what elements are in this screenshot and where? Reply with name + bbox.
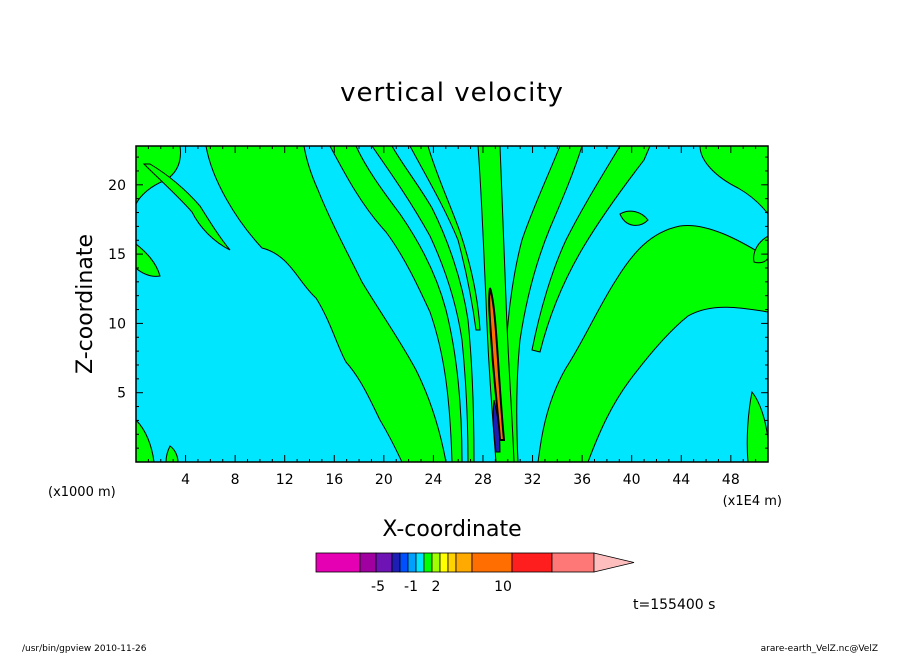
x-tick-label: 12: [276, 472, 294, 488]
colorbar-tick-labels: -5 -1 2 10: [371, 579, 512, 595]
contour-region: [619, 210, 649, 226]
colorbar-segment: [471, 552, 513, 573]
x-unit-right: (x1E4 m): [723, 494, 782, 509]
colorbar-segment: [551, 552, 595, 573]
y-tick-label: 15: [108, 247, 126, 263]
colorbar: [315, 552, 635, 573]
colorbar-segment: [423, 552, 433, 573]
colorbar-segment: [375, 552, 393, 573]
contour-region: [142, 163, 231, 251]
strong-downdraft-contour: [492, 399, 501, 453]
x-tick-label: 36: [573, 472, 591, 488]
x-tick-label: 24: [424, 472, 442, 488]
x-tick-label: 8: [231, 472, 240, 488]
x-tick-label: 40: [623, 472, 641, 488]
colorbar-extension: [593, 552, 635, 573]
colorbar-segment: [455, 552, 473, 573]
contour-region: [136, 243, 161, 277]
x-tick-label: 48: [722, 472, 740, 488]
colorbar-segment: [391, 552, 401, 573]
colorbar-tick-label: -5: [371, 579, 385, 595]
contour-region: [753, 235, 768, 264]
colorbar-segment: [315, 552, 361, 573]
x-tick-label: 28: [474, 472, 492, 488]
footer-left: /usr/bin/gpview 2010-11-26: [22, 644, 147, 654]
contour-region: [371, 146, 475, 462]
contour-region: [409, 146, 481, 331]
x-tick-label: 20: [375, 472, 393, 488]
contour-region: [477, 146, 515, 462]
x-tick-label: 44: [672, 472, 690, 488]
contour-region: [329, 146, 463, 462]
time-label: t=155400 s: [633, 597, 715, 613]
x-axis: 4 8 12 16 20 24 28 32 36 40 44 48: [147, 146, 757, 488]
colorbar-tick-label: -1: [404, 579, 418, 595]
footer-right: arare-earth_VelZ.nc@VelZ: [761, 644, 878, 654]
strong-updraft-contour: [488, 287, 506, 441]
plot-frame: [135, 145, 769, 463]
y-tick-label: 20: [108, 178, 126, 194]
core-updraft: [488, 287, 506, 453]
colorbar-segment: [399, 552, 409, 573]
plot-area: [136, 146, 768, 462]
contour-region: [746, 390, 768, 462]
y-tick-label: 10: [108, 316, 126, 332]
x-unit-left: (x1000 m): [48, 485, 116, 500]
contour-region: [136, 419, 155, 462]
positive-contour-regions: [136, 146, 768, 462]
colorbar-segment: [511, 552, 553, 573]
contour-region: [165, 445, 179, 462]
contour-region: [699, 146, 768, 215]
contour-region: [531, 146, 651, 353]
colorbar-tick-label: 2: [432, 579, 441, 595]
chart-title: vertical velocity: [340, 78, 564, 108]
colorbar-segment: [415, 552, 425, 573]
colorbar-segment: [431, 552, 441, 573]
x-axis-label: X-coordinate: [382, 517, 521, 542]
contour-region: [205, 146, 447, 462]
x-tick-label: 16: [325, 472, 343, 488]
colorbar-segment: [439, 552, 449, 573]
colorbar-segment: [359, 552, 377, 573]
x-tick-label: 4: [181, 472, 190, 488]
contour-region: [537, 224, 768, 462]
y-axis: 5 10 15 20: [108, 156, 768, 449]
x-tick-label: 32: [524, 472, 542, 488]
colorbar-tick-label: 10: [494, 579, 512, 595]
y-axis-label: Z-coordinate: [73, 234, 98, 374]
colorbar-segment: [447, 552, 457, 573]
y-tick-label: 5: [117, 386, 126, 402]
colorbar-segment: [407, 552, 417, 573]
